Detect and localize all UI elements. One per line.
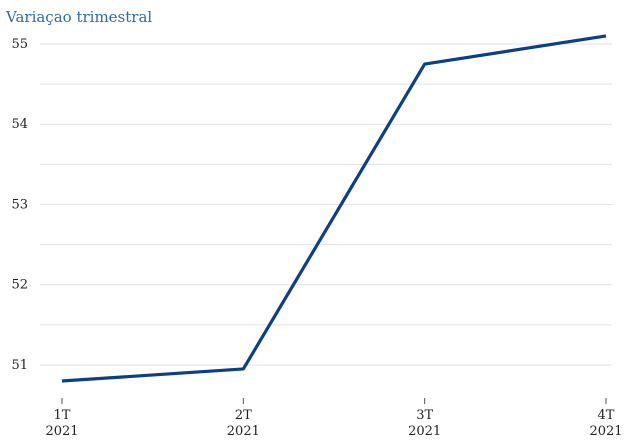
x-axis-ticks: 1T 2021 2T 2021 3T 2021 4T 2021 bbox=[45, 398, 623, 439]
x-tick-label: 1T 2021 bbox=[45, 408, 78, 439]
grid-layer bbox=[40, 43, 612, 366]
x-tick-label: 3T 2021 bbox=[408, 408, 441, 439]
y-tick-label: 53 bbox=[11, 197, 28, 212]
y-tick-label: 55 bbox=[11, 37, 28, 52]
series-line bbox=[61, 34, 607, 383]
y-tick-label: 52 bbox=[11, 278, 28, 293]
y-axis-ticks: 51 52 53 54 55 bbox=[11, 37, 28, 373]
y-tick-label: 51 bbox=[11, 358, 28, 373]
x-tick-label: 2T 2021 bbox=[227, 408, 260, 439]
series-layer bbox=[61, 34, 607, 383]
y-tick-label: 54 bbox=[11, 117, 28, 132]
x-tick-label: 4T 2021 bbox=[589, 408, 622, 439]
chart-subtitle: Variaçao trimestral bbox=[6, 8, 153, 26]
